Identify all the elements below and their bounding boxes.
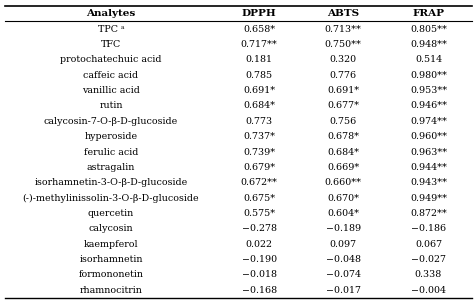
Text: 0.677*: 0.677* — [327, 101, 359, 110]
Text: 0.678*: 0.678* — [327, 132, 359, 141]
Text: 0.181: 0.181 — [246, 55, 273, 64]
Text: 0.713**: 0.713** — [325, 25, 362, 34]
Text: TPC ᵃ: TPC ᵃ — [98, 25, 124, 34]
Text: −0.004: −0.004 — [411, 286, 446, 295]
Text: ferulic acid: ferulic acid — [84, 147, 138, 157]
Text: 0.963**: 0.963** — [410, 147, 447, 157]
Text: ABTS: ABTS — [327, 9, 359, 18]
Text: 0.670*: 0.670* — [327, 194, 359, 203]
Text: FRAP: FRAP — [412, 9, 445, 18]
Text: 0.872**: 0.872** — [410, 209, 447, 218]
Text: 0.338: 0.338 — [415, 270, 442, 279]
Text: caffeic acid: caffeic acid — [83, 71, 138, 80]
Text: −0.017: −0.017 — [326, 286, 361, 295]
Text: 0.946**: 0.946** — [410, 101, 447, 110]
Text: 0.739*: 0.739* — [243, 147, 275, 157]
Text: 0.717**: 0.717** — [241, 40, 278, 49]
Text: −0.018: −0.018 — [242, 270, 277, 279]
Text: −0.190: −0.190 — [242, 255, 277, 264]
Text: 0.658*: 0.658* — [243, 25, 275, 34]
Text: 0.944**: 0.944** — [410, 163, 447, 172]
Text: 0.604*: 0.604* — [327, 209, 359, 218]
Text: calycosin-7-O-β-D-glucoside: calycosin-7-O-β-D-glucoside — [44, 117, 178, 126]
Text: 0.672**: 0.672** — [241, 178, 278, 187]
Text: 0.691*: 0.691* — [243, 86, 275, 95]
Text: 0.684*: 0.684* — [243, 101, 275, 110]
Text: 0.776: 0.776 — [330, 71, 357, 80]
Text: 0.022: 0.022 — [246, 240, 273, 249]
Text: 0.514: 0.514 — [415, 55, 442, 64]
Text: 0.691*: 0.691* — [327, 86, 359, 95]
Text: −0.168: −0.168 — [242, 286, 277, 295]
Text: −0.186: −0.186 — [411, 224, 446, 233]
Text: 0.097: 0.097 — [330, 240, 357, 249]
Text: hyperoside: hyperoside — [84, 132, 137, 141]
Text: 0.737*: 0.737* — [243, 132, 275, 141]
Text: 0.974**: 0.974** — [410, 117, 447, 126]
Text: calycosin: calycosin — [89, 224, 133, 233]
Text: 0.980**: 0.980** — [410, 71, 447, 80]
Text: 0.960**: 0.960** — [410, 132, 447, 141]
Text: 0.756: 0.756 — [329, 117, 357, 126]
Text: isorhamnetin: isorhamnetin — [79, 255, 143, 264]
Text: 0.948**: 0.948** — [410, 40, 447, 49]
Text: 0.675*: 0.675* — [243, 194, 275, 203]
Text: formononetin: formononetin — [79, 270, 144, 279]
Text: 0.320: 0.320 — [330, 55, 357, 64]
Text: Analytes: Analytes — [86, 9, 136, 18]
Text: 0.943**: 0.943** — [410, 178, 447, 187]
Text: TFC: TFC — [101, 40, 121, 49]
Text: 0.750**: 0.750** — [325, 40, 362, 49]
Text: 0.067: 0.067 — [415, 240, 442, 249]
Text: rhamnocitrin: rhamnocitrin — [80, 286, 142, 295]
Text: astragalin: astragalin — [87, 163, 135, 172]
Text: 0.785: 0.785 — [246, 71, 273, 80]
Text: protochatechuic acid: protochatechuic acid — [60, 55, 162, 64]
Text: rutin: rutin — [99, 101, 123, 110]
Text: 0.773: 0.773 — [246, 117, 273, 126]
Text: −0.048: −0.048 — [326, 255, 361, 264]
Text: 0.805**: 0.805** — [410, 25, 447, 34]
Text: kaempferol: kaempferol — [83, 240, 138, 249]
Text: 0.953**: 0.953** — [410, 86, 447, 95]
Text: −0.027: −0.027 — [411, 255, 446, 264]
Text: 0.660**: 0.660** — [325, 178, 362, 187]
Text: 0.684*: 0.684* — [327, 147, 359, 157]
Text: DPPH: DPPH — [242, 9, 276, 18]
Text: (-)-methylinissolin-3-O-β-D-glucoside: (-)-methylinissolin-3-O-β-D-glucoside — [23, 194, 199, 203]
Text: isorhamnetin-3-O-β-D-glucoside: isorhamnetin-3-O-β-D-glucoside — [34, 178, 188, 187]
Text: 0.679*: 0.679* — [243, 163, 275, 172]
Text: −0.189: −0.189 — [326, 224, 361, 233]
Text: vanillic acid: vanillic acid — [82, 86, 140, 95]
Text: 0.949**: 0.949** — [410, 194, 447, 203]
Text: quercetin: quercetin — [88, 209, 134, 218]
Text: −0.278: −0.278 — [242, 224, 277, 233]
Text: 0.575*: 0.575* — [243, 209, 275, 218]
Text: −0.074: −0.074 — [326, 270, 361, 279]
Text: 0.669*: 0.669* — [327, 163, 359, 172]
